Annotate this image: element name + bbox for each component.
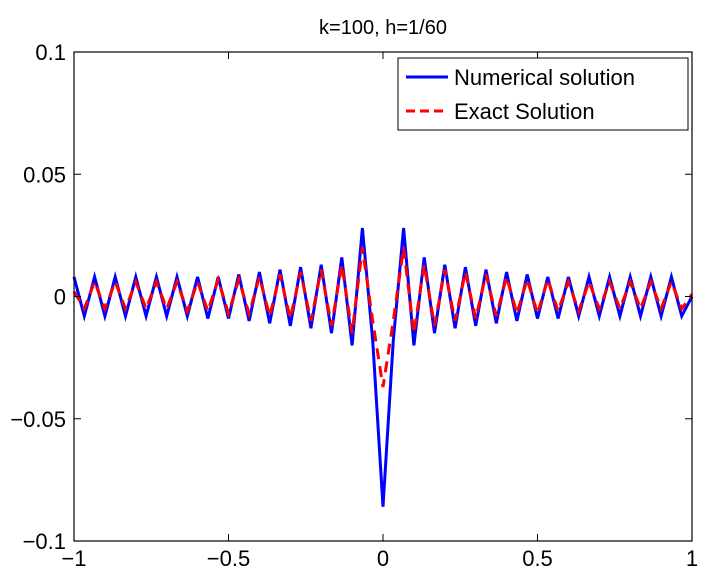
y-tick-label: −0.1 <box>23 529 66 554</box>
legend-label: Numerical solution <box>454 65 635 90</box>
y-tick-label: −0.05 <box>10 407 66 432</box>
legend: Numerical solution Exact Solution <box>397 57 689 131</box>
y-tick-label: 0.1 <box>35 40 66 65</box>
axes: −1 −0.5 0 0.5 1 −0.1 −0.05 0 0.05 0.1 <box>10 40 698 571</box>
legend-box <box>397 57 689 131</box>
chart-title: k=100, h=1/60 <box>319 17 447 39</box>
y-tick-label: 0 <box>54 285 66 310</box>
x-tick-label: −1 <box>61 546 86 571</box>
x-tick-label: 1 <box>686 546 698 571</box>
plot-area <box>74 52 692 541</box>
x-tick-label: −0.5 <box>207 546 250 571</box>
x-tick-label: 0 <box>377 546 389 571</box>
series-line-numerical-solution <box>72 227 694 507</box>
x-tick-label: 0.5 <box>522 546 553 571</box>
y-tick-label: 0.05 <box>23 162 66 187</box>
series-line-exact-solution <box>72 247 694 388</box>
legend-label: Exact Solution <box>454 99 595 124</box>
series-layer <box>72 227 694 507</box>
